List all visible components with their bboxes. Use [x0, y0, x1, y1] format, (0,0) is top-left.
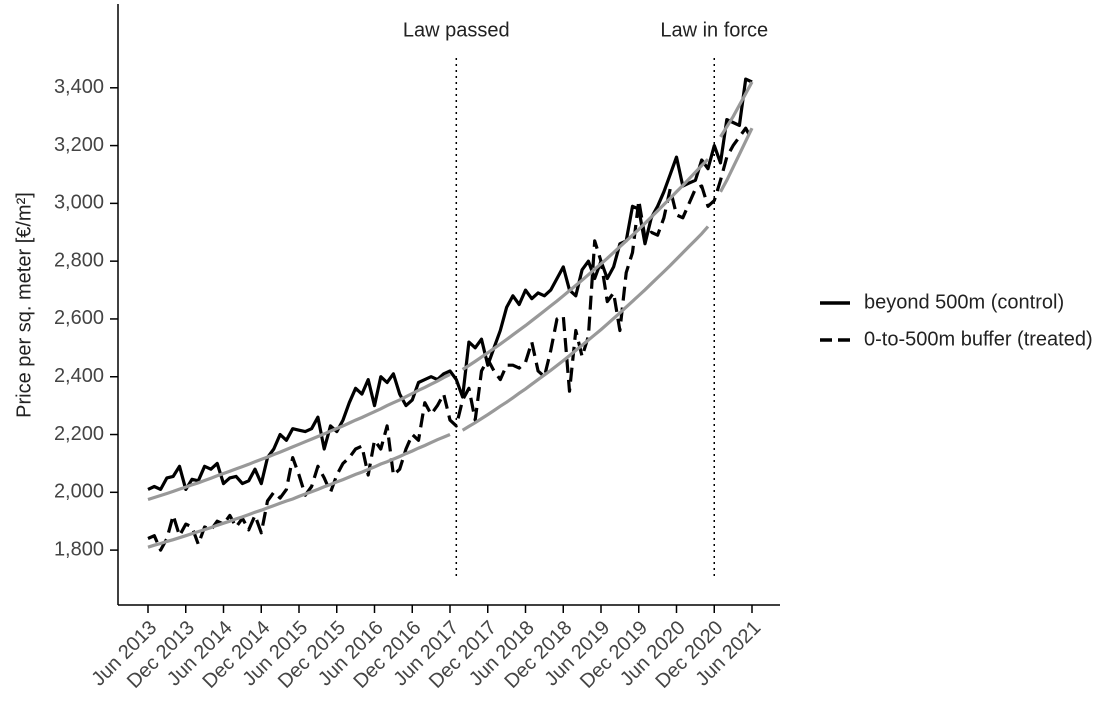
y-axis-label: Price per sq. meter [€/m²] — [13, 192, 35, 418]
y-tick-label: 2,200 — [54, 423, 104, 445]
annotation: Law passed — [403, 19, 510, 41]
trend-line — [147, 127, 754, 549]
y-tick-label: 3,400 — [54, 76, 104, 98]
y-tick-label: 2,600 — [54, 307, 104, 329]
series-line — [147, 77, 753, 491]
legend-label: beyond 500m (control) — [864, 291, 1064, 313]
y-tick-label: 1,800 — [54, 538, 104, 560]
y-tick-label: 3,200 — [54, 134, 104, 156]
annotation: Law in force — [660, 19, 768, 41]
y-tick-label: 3,000 — [54, 192, 104, 214]
y-tick-label: 2,400 — [54, 365, 104, 387]
legend-label: 0-to-500m buffer (treated) — [864, 328, 1093, 350]
y-tick-label: 2,000 — [54, 481, 104, 503]
y-tick-label: 2,800 — [54, 249, 104, 271]
series-line — [147, 126, 754, 552]
trend-line — [147, 81, 754, 502]
